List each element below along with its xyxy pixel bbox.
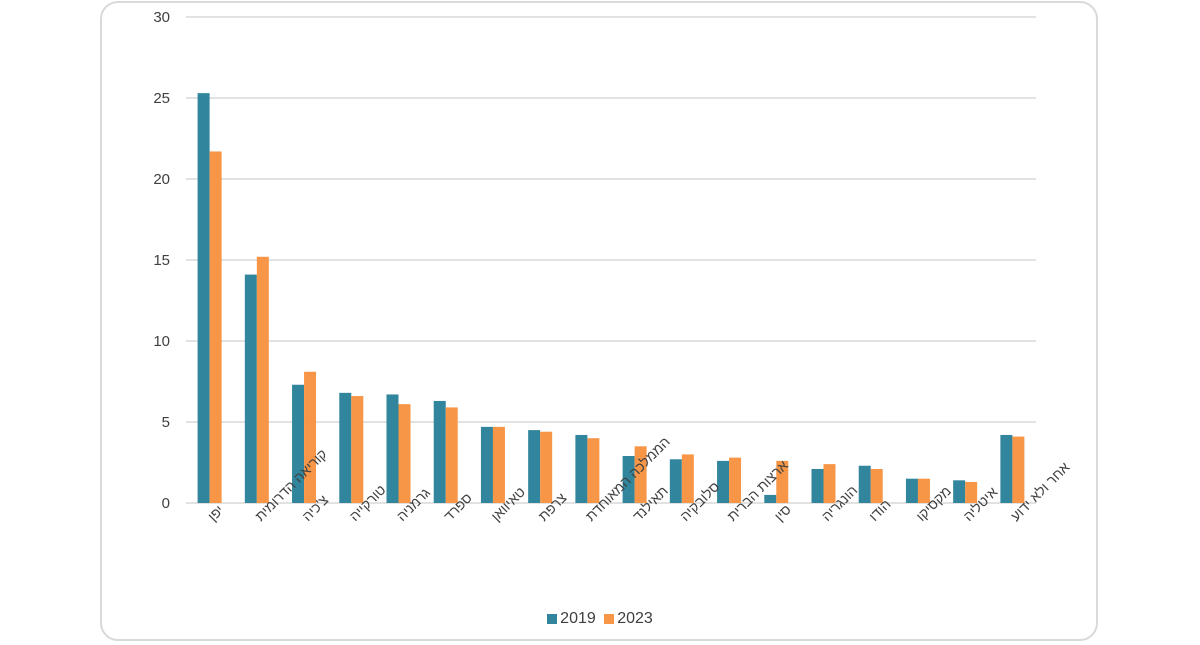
- bar-2023: [965, 481, 978, 503]
- bar-2019: [764, 494, 777, 503]
- legend-label-2023: 2023: [617, 610, 653, 627]
- bar-2023: [917, 478, 930, 503]
- bar-2023: [870, 468, 883, 503]
- bar-2019: [1000, 434, 1013, 503]
- bar-2023: [351, 396, 364, 503]
- bar-2019: [197, 93, 210, 503]
- bar-2023: [398, 404, 411, 503]
- bar-2019: [575, 434, 588, 503]
- bar-2023: [681, 454, 694, 503]
- legend-label-2019: 2019: [560, 610, 596, 627]
- bar-2023: [445, 407, 458, 503]
- bar-2023: [209, 151, 222, 503]
- bars: [197, 93, 1025, 503]
- bar-2019: [811, 468, 824, 503]
- x-tick-label: סין: [771, 501, 794, 524]
- gridlines: [186, 16, 1036, 504]
- y-tick-label: 15: [153, 252, 170, 269]
- y-tick-label: 5: [162, 414, 170, 431]
- bar-2019: [858, 465, 871, 503]
- y-tick-label: 20: [153, 171, 170, 188]
- bar-2023: [256, 256, 269, 503]
- bar-2023: [540, 431, 553, 503]
- y-tick-label: 25: [153, 90, 170, 107]
- bar-2023: [492, 426, 505, 503]
- bar-2023: [729, 457, 742, 503]
- bar-2023: [304, 371, 317, 503]
- y-tick-label: 0: [162, 495, 170, 512]
- bar-2019: [622, 456, 635, 503]
- y-tick-label: 30: [153, 9, 170, 26]
- bar-2019: [905, 478, 918, 503]
- bar-2019: [292, 384, 305, 503]
- legend-swatch-2019: [547, 614, 558, 624]
- bar-2023: [776, 460, 789, 503]
- bar-2023: [1012, 436, 1025, 503]
- legend-item-2023: 2023: [604, 610, 653, 628]
- bar-2019: [669, 459, 682, 503]
- bar-2023: [587, 438, 600, 503]
- bar-2019: [244, 274, 257, 503]
- bar-2023: [634, 446, 647, 503]
- bar-2019: [433, 400, 446, 503]
- legend-item-2019: 2019: [547, 610, 596, 628]
- bar-2019: [717, 460, 730, 503]
- y-tick-label: 10: [153, 333, 170, 350]
- legend: 2019 2023: [0, 610, 1200, 629]
- bar-2019: [953, 480, 966, 503]
- y-axis-ticks: 0 5 10 15 20 25 30: [153, 9, 170, 512]
- bar-2019: [339, 392, 352, 503]
- x-tick-label: יפן: [204, 502, 226, 524]
- legend-swatch-2023: [604, 614, 615, 624]
- bar-2023: [823, 464, 836, 503]
- bar-2019: [480, 426, 493, 503]
- bar-2019: [386, 394, 399, 503]
- bar-2019: [528, 430, 541, 503]
